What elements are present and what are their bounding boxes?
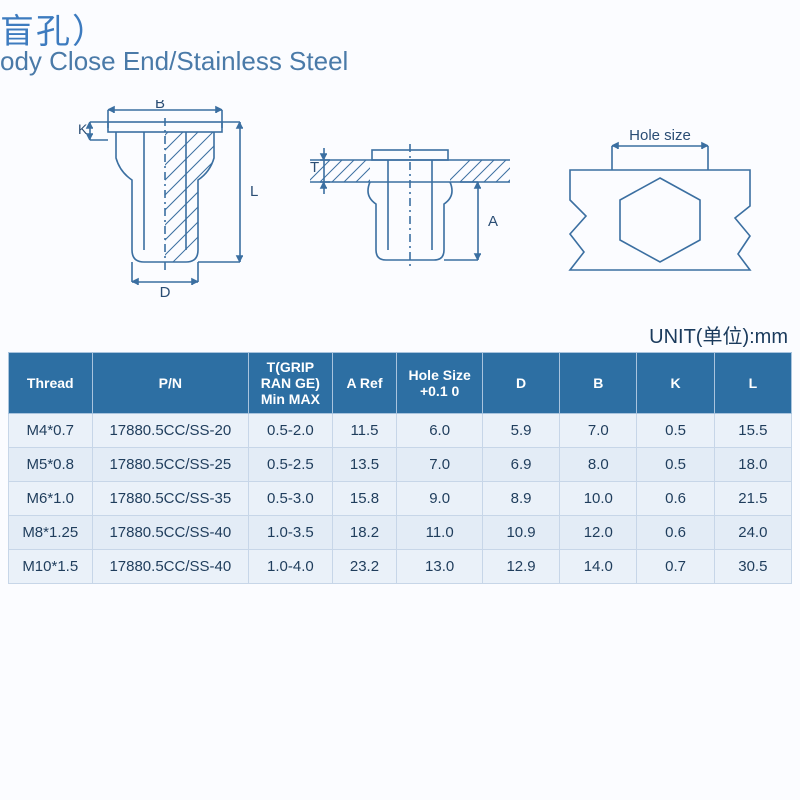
th-l: L [714, 353, 791, 414]
label-T: T [310, 159, 319, 176]
label-K: K [78, 121, 88, 137]
th-k: K [637, 353, 714, 414]
cell-hole: 7.0 [397, 448, 483, 482]
label-B: B [155, 100, 165, 112]
cell-t: 1.0-4.0 [249, 550, 333, 584]
cell-d: 8.9 [482, 482, 559, 516]
cell-pn: 17880.5CC/SS-25 [92, 448, 249, 482]
cell-t: 1.0-3.5 [249, 516, 333, 550]
cell-d: 6.9 [482, 448, 559, 482]
table-row: M6*1.017880.5CC/SS-350.5-3.015.89.08.910… [9, 482, 792, 516]
spec-table-wrap: Thread P/N T(GRIP RAN GE) Min MAX A Ref … [8, 352, 792, 584]
cell-a: 13.5 [332, 448, 397, 482]
cell-k: 0.5 [637, 448, 714, 482]
cell-l: 15.5 [714, 414, 791, 448]
cell-thread: M4*0.7 [9, 414, 93, 448]
cell-l: 30.5 [714, 550, 791, 584]
label-L: L [250, 183, 258, 200]
cell-l: 18.0 [714, 448, 791, 482]
cell-k: 0.6 [637, 482, 714, 516]
table-row: M10*1.517880.5CC/SS-401.0-4.023.213.012.… [9, 550, 792, 584]
label-A: A [488, 213, 498, 230]
table-row: M5*0.817880.5CC/SS-250.5-2.513.57.06.98.… [9, 448, 792, 482]
label-D: D [160, 284, 171, 300]
label-hole-size: Hole size [629, 127, 691, 144]
cell-hole: 6.0 [397, 414, 483, 448]
diagram-installed-section: T A [300, 120, 520, 290]
cell-pn: 17880.5CC/SS-35 [92, 482, 249, 516]
table-body: M4*0.717880.5CC/SS-200.5-2.011.56.05.97.… [9, 414, 792, 584]
th-b: B [560, 353, 637, 414]
cell-l: 24.0 [714, 516, 791, 550]
cell-pn: 17880.5CC/SS-20 [92, 414, 249, 448]
th-a: A Ref [332, 353, 397, 414]
cell-k: 0.6 [637, 516, 714, 550]
th-pn: P/N [92, 353, 249, 414]
th-thread: Thread [9, 353, 93, 414]
title-english: ody Close End/Stainless Steel [0, 46, 348, 77]
cell-k: 0.7 [637, 550, 714, 584]
diagram-row: B K [0, 100, 800, 300]
th-grip: T(GRIP RAN GE) Min MAX [249, 353, 333, 414]
diagram-side-profile: B K [60, 100, 270, 300]
cell-pn: 17880.5CC/SS-40 [92, 516, 249, 550]
th-hole: Hole Size +0.1 0 [397, 353, 483, 414]
cell-t: 0.5-3.0 [249, 482, 333, 516]
spec-table: Thread P/N T(GRIP RAN GE) Min MAX A Ref … [8, 352, 792, 584]
cell-b: 7.0 [560, 414, 637, 448]
diagram-hole-top: Hole size [560, 120, 760, 290]
cell-d: 10.9 [482, 516, 559, 550]
cell-a: 23.2 [332, 550, 397, 584]
table-row: M4*0.717880.5CC/SS-200.5-2.011.56.05.97.… [9, 414, 792, 448]
cell-d: 12.9 [482, 550, 559, 584]
cell-thread: M5*0.8 [9, 448, 93, 482]
cell-b: 10.0 [560, 482, 637, 516]
cell-hole: 13.0 [397, 550, 483, 584]
cell-t: 0.5-2.5 [249, 448, 333, 482]
cell-thread: M8*1.25 [9, 516, 93, 550]
cell-d: 5.9 [482, 414, 559, 448]
cell-hole: 9.0 [397, 482, 483, 516]
cell-thread: M10*1.5 [9, 550, 93, 584]
unit-label: UNIT(单位):mm [649, 320, 788, 349]
cell-b: 12.0 [560, 516, 637, 550]
cell-l: 21.5 [714, 482, 791, 516]
cell-a: 11.5 [332, 414, 397, 448]
cell-a: 15.8 [332, 482, 397, 516]
cell-b: 8.0 [560, 448, 637, 482]
table-row: M8*1.2517880.5CC/SS-401.0-3.518.211.010.… [9, 516, 792, 550]
cell-a: 18.2 [332, 516, 397, 550]
cell-thread: M6*1.0 [9, 482, 93, 516]
table-header-row: Thread P/N T(GRIP RAN GE) Min MAX A Ref … [9, 353, 792, 414]
cell-t: 0.5-2.0 [249, 414, 333, 448]
page-root: 盲孔） ody Close End/Stainless Steel B K [0, 0, 800, 800]
th-d: D [482, 353, 559, 414]
cell-pn: 17880.5CC/SS-40 [92, 550, 249, 584]
cell-hole: 11.0 [397, 516, 483, 550]
cell-k: 0.5 [637, 414, 714, 448]
cell-b: 14.0 [560, 550, 637, 584]
